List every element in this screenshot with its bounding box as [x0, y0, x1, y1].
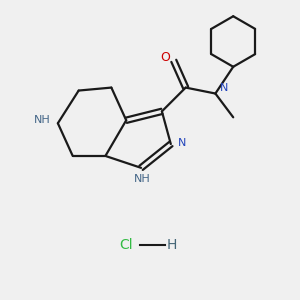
Text: H: H [167, 238, 178, 252]
Text: NH: NH [34, 115, 51, 125]
Text: Cl: Cl [119, 238, 133, 252]
Text: O: O [160, 51, 170, 64]
Text: N: N [178, 138, 186, 148]
Text: NH: NH [134, 174, 151, 184]
Text: N: N [220, 83, 228, 93]
